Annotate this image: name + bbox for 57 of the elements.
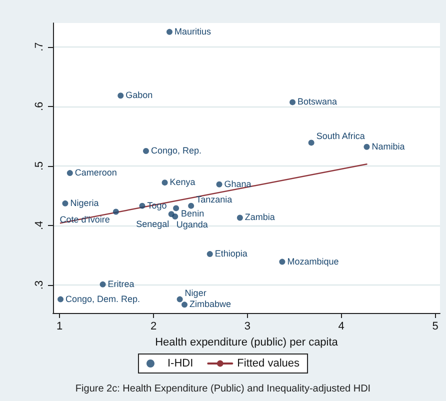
point <box>100 281 106 288</box>
point <box>139 202 146 209</box>
annotation: Congo, Dem. Rep. <box>66 294 140 304</box>
annotation: Eritrea <box>108 278 134 289</box>
annotation: Zambia <box>244 212 275 222</box>
annotation: Congo, Rep. <box>150 146 202 156</box>
annotation: Namibia <box>372 141 405 152</box>
annotation: Cameroon <box>74 168 117 178</box>
point <box>206 251 213 258</box>
x-tick-label: 2 <box>150 320 157 332</box>
annotation: Gabon <box>126 90 153 100</box>
point <box>173 205 180 212</box>
point <box>364 144 370 150</box>
y-tick-label: .7 <box>34 42 46 52</box>
x-tick-label: 4 <box>338 320 344 332</box>
annotation: Niger <box>184 288 206 298</box>
point <box>162 180 168 186</box>
annotation: Mauritius <box>174 26 212 36</box>
point <box>62 200 68 206</box>
point <box>118 92 124 99</box>
annotation: Mozambique <box>287 256 339 266</box>
point <box>66 170 73 176</box>
point <box>58 296 64 302</box>
point <box>279 258 286 265</box>
legend-label: Fitted values <box>237 358 300 370</box>
annotation: Ghana <box>224 178 252 189</box>
point <box>172 214 178 220</box>
annotation: South Africa <box>316 131 365 142</box>
point <box>182 302 188 308</box>
point <box>143 148 149 154</box>
annotation: Uganda <box>176 220 208 230</box>
x-tick-label: 5 <box>432 320 438 332</box>
annotation: Nigeria <box>70 198 99 208</box>
y-tick-label: .5 <box>34 161 46 171</box>
annotation: Kenya <box>170 177 196 188</box>
legend-label: I-HDI <box>167 358 194 370</box>
y-tick-label: .6 <box>34 102 46 111</box>
point <box>236 214 243 221</box>
text: Figure 2c: Health Expenditure (Public) and Inequality-adjusted HDI <box>75 384 371 394</box>
point <box>188 202 194 209</box>
point <box>216 181 222 188</box>
x-axis-title: Health expenditure (public) per capita <box>155 336 339 348</box>
annotation: Zimbabwe <box>190 299 232 310</box>
annotation: Senegal <box>136 219 170 230</box>
annotation: Ethiopia <box>214 248 248 259</box>
x-tick-label: 3 <box>244 320 250 332</box>
point <box>112 208 119 215</box>
annotation: Tanzania <box>196 194 232 204</box>
point <box>176 296 183 302</box>
annotation: Botswana <box>298 96 338 107</box>
y-tick-label: .3 <box>34 280 46 290</box>
point <box>308 140 314 146</box>
point <box>166 28 172 35</box>
point <box>290 99 296 106</box>
y-tick-label: .4 <box>34 220 46 230</box>
x-tick-label: 1 <box>56 320 63 332</box>
annotation: Benin <box>181 208 204 219</box>
